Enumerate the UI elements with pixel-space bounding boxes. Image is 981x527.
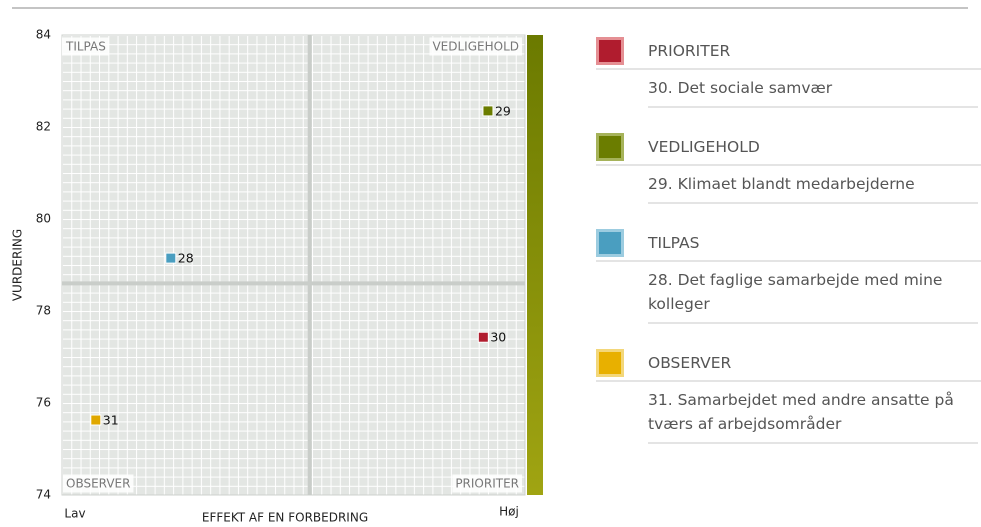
legend-name: TILPAS: [648, 234, 700, 252]
legend-name: VEDLIGEHOLD: [648, 138, 760, 156]
legend-header: VEDLIGEHOLD: [596, 130, 981, 166]
legend-name: PRIORITER: [648, 42, 731, 60]
x-low-label: Lav: [64, 507, 85, 521]
corner-label-bg: [429, 37, 522, 56]
x-high-label: Høj: [499, 505, 519, 519]
y-tick-label: 78: [36, 304, 51, 318]
y-tick-label: 74: [36, 488, 51, 502]
point: [477, 331, 489, 343]
y-axis-label: VURDERING: [11, 229, 25, 301]
legend-swatch: [596, 133, 624, 161]
legend-item: 28. Det faglige samarbejde med mine koll…: [648, 262, 978, 324]
corner-label-bg: [452, 474, 522, 493]
legend-name: OBSERVER: [648, 354, 732, 372]
x-axis-label: EFFEKT AF EN FORBEDRING: [202, 511, 368, 525]
point: [482, 105, 494, 117]
legend-group: TILPAS 28. Det faglige samarbejde med min…: [596, 226, 981, 324]
corner-label: PRIORITER: [455, 477, 519, 491]
corner-label: TILPAS: [65, 40, 106, 54]
legend-item: 29. Klimaet blandt medarbejderne: [648, 166, 978, 204]
legend-item: 31. Samarbejdet med andre ansatte på tvæ…: [648, 382, 978, 444]
legend-swatch: [596, 349, 624, 377]
point-label: 30: [490, 330, 506, 345]
corner-label-bg: [62, 37, 109, 56]
legend-group: VEDLIGEHOLD 29. Klimaet blandt medarbejde…: [596, 130, 981, 204]
corner-label-bg: [63, 474, 134, 493]
point-label: 29: [495, 103, 511, 118]
legend-group: PRIORITER 30. Det sociale samvær: [596, 34, 981, 108]
point-label: 28: [178, 251, 194, 266]
legend-swatch: [596, 37, 624, 65]
legend: PRIORITER 30. Det sociale samvær VEDLIGEHO…: [596, 34, 981, 466]
plot-area: [61, 34, 526, 496]
y-tick-label: 76: [36, 396, 51, 410]
point: [165, 252, 177, 264]
legend-item: 30. Det sociale samvær: [648, 70, 978, 108]
corner-label: OBSERVER: [66, 477, 130, 491]
legend-header: PRIORITER: [596, 34, 981, 70]
y-tick-label: 82: [36, 120, 51, 134]
legend-header: OBSERVER: [596, 346, 981, 382]
legend-swatch: [596, 229, 624, 257]
legend-group: OBSERVER 31. Samarbejdet med andre ansatt…: [596, 346, 981, 444]
point: [90, 414, 102, 426]
point-label: 31: [103, 413, 119, 428]
gradient-bar: [527, 35, 543, 495]
corner-label: VEDLIGEHOLD: [432, 40, 519, 54]
y-tick-label: 80: [36, 212, 51, 226]
legend-header: TILPAS: [596, 226, 981, 262]
y-tick-label: 84: [36, 28, 51, 42]
